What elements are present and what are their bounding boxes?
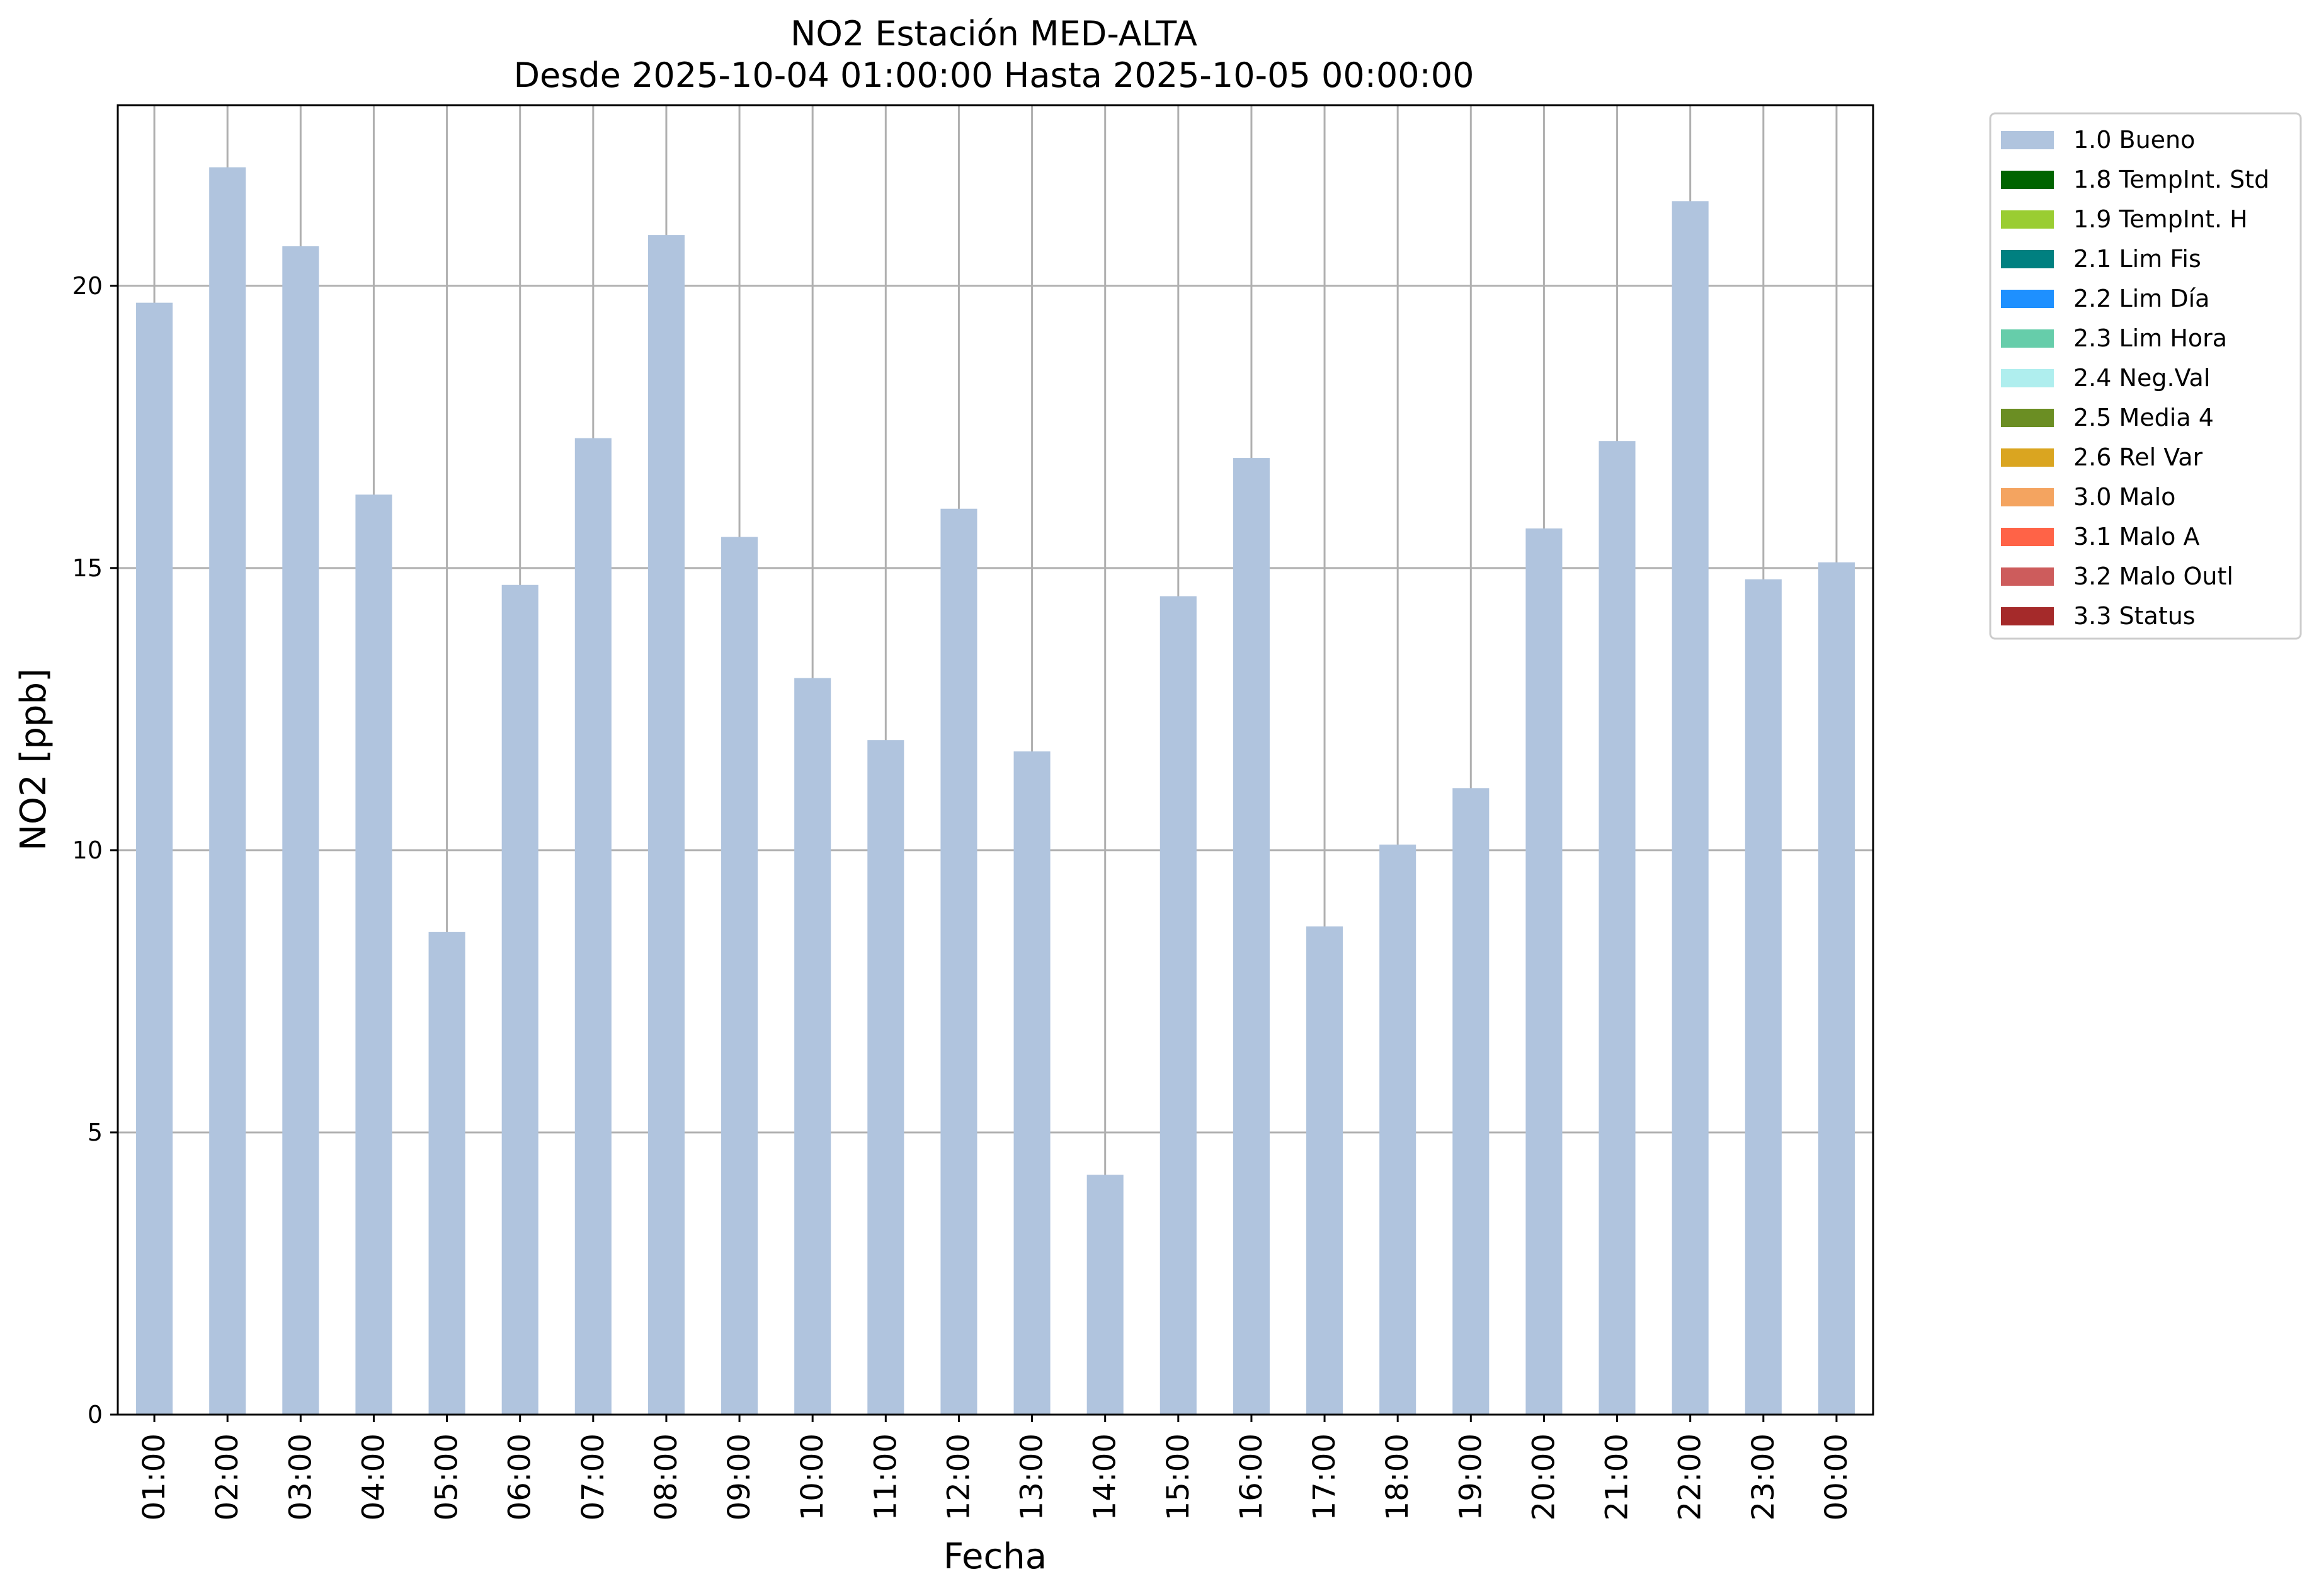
x-tick-label: 05:00 bbox=[430, 1434, 465, 1520]
x-tick-label: 12:00 bbox=[941, 1434, 976, 1520]
y-tick-label: 10 bbox=[72, 836, 103, 864]
bar-0400 bbox=[355, 494, 392, 1415]
x-tick-label: 21:00 bbox=[1600, 1434, 1635, 1520]
x-tick-label: 01:00 bbox=[137, 1434, 172, 1520]
y-axis-label: NO2 [ppb] bbox=[13, 668, 54, 851]
legend-label: 2.1 Lim Fis bbox=[2073, 245, 2201, 273]
legend: 1.0 Bueno 1.8 TempInt. Std 1.9 TempInt. H 2… bbox=[1989, 112, 2302, 640]
legend-label: 3.0 Malo bbox=[2073, 483, 2175, 511]
bar-1400 bbox=[1086, 1175, 1124, 1415]
x-tick-label: 02:00 bbox=[210, 1434, 245, 1520]
bar-1900 bbox=[1452, 788, 1490, 1415]
y-axis: 0 5 10 15 20 bbox=[72, 272, 118, 1428]
bar-0900 bbox=[721, 537, 758, 1415]
x-tick-label: 00:00 bbox=[1819, 1434, 1854, 1520]
legend-swatch bbox=[2001, 607, 2054, 625]
x-axis: 01:00 02:00 03:00 04:00 05:00 06:00 07:00 08:00… bbox=[137, 1415, 1854, 1520]
bar-1300 bbox=[1013, 751, 1051, 1415]
legend-swatch bbox=[2001, 488, 2054, 506]
x-tick-label: 14:00 bbox=[1088, 1434, 1123, 1520]
bar-1000 bbox=[794, 678, 831, 1415]
legend-swatch bbox=[2001, 210, 2054, 229]
x-tick-label: 15:00 bbox=[1161, 1434, 1196, 1520]
x-tick-label: 17:00 bbox=[1307, 1434, 1342, 1520]
chart-title: NO2 Estación MED-ALTA bbox=[790, 14, 1197, 54]
y-tick-label: 20 bbox=[72, 272, 103, 300]
legend-swatch bbox=[2001, 528, 2054, 546]
x-tick-label: 04:00 bbox=[356, 1434, 391, 1520]
bar-0300 bbox=[282, 246, 319, 1415]
bar-0100 bbox=[136, 302, 173, 1415]
bar-0000 bbox=[1818, 562, 1855, 1415]
bar-2100 bbox=[1598, 441, 1636, 1415]
x-tick-label: 08:00 bbox=[649, 1434, 684, 1520]
legend-label: 3.1 Malo A bbox=[2073, 523, 2199, 550]
bar-0600 bbox=[501, 584, 538, 1415]
bar-1800 bbox=[1379, 844, 1416, 1415]
x-tick-label: 07:00 bbox=[576, 1434, 611, 1520]
legend-label: 1.0 Bueno bbox=[2073, 126, 2195, 154]
bar-2000 bbox=[1525, 528, 1563, 1415]
legend-label: 2.4 Neg.Val bbox=[2073, 364, 2210, 392]
legend-label: 1.8 TempInt. Std bbox=[2073, 166, 2269, 193]
legend-frame bbox=[1989, 112, 2302, 640]
plot-area-frame bbox=[117, 104, 1874, 1416]
bar-0800 bbox=[647, 235, 685, 1415]
legend-swatch bbox=[2001, 409, 2054, 427]
x-tick-label: 22:00 bbox=[1673, 1434, 1708, 1520]
legend-swatch bbox=[2001, 171, 2054, 189]
bar-1100 bbox=[867, 740, 904, 1415]
bar-1200 bbox=[940, 508, 977, 1415]
bar-2200 bbox=[1672, 201, 1709, 1415]
legend-label: 2.3 Lim Hora bbox=[2073, 324, 2227, 352]
chart-subtitle: Desde 2025-10-04 01:00:00 Hasta 2025-10-… bbox=[513, 55, 1474, 95]
legend-label: 3.2 Malo Outl bbox=[2073, 562, 2233, 590]
legend-label: 2.6 Rel Var bbox=[2073, 443, 2203, 471]
x-tick-label: 11:00 bbox=[868, 1434, 903, 1520]
x-tick-label: 19:00 bbox=[1453, 1434, 1488, 1520]
bar-1700 bbox=[1306, 926, 1343, 1415]
x-tick-label: 10:00 bbox=[795, 1434, 830, 1520]
bar-2300 bbox=[1745, 579, 1782, 1415]
y-tick-label: 15 bbox=[72, 554, 103, 582]
x-tick-label: 09:00 bbox=[722, 1434, 757, 1520]
legend-label: 3.3 Status bbox=[2073, 602, 2196, 630]
x-tick-label: 06:00 bbox=[503, 1434, 538, 1520]
x-tick-label: 20:00 bbox=[1526, 1434, 1561, 1520]
x-tick-label: 16:00 bbox=[1234, 1434, 1269, 1520]
x-tick-label: 23:00 bbox=[1746, 1434, 1781, 1520]
legend-swatch bbox=[2001, 329, 2054, 348]
bar-1500 bbox=[1160, 596, 1197, 1415]
x-axis-label: Fecha bbox=[943, 1536, 1047, 1577]
legend-swatch bbox=[2001, 131, 2054, 149]
bar-1600 bbox=[1233, 458, 1270, 1415]
legend-swatch bbox=[2001, 290, 2054, 308]
bar-series-bueno bbox=[136, 167, 1855, 1415]
x-tick-label: 13:00 bbox=[1015, 1434, 1050, 1520]
x-tick-label: 18:00 bbox=[1380, 1434, 1415, 1520]
bar-0500 bbox=[428, 932, 465, 1415]
x-tick-label: 03:00 bbox=[283, 1434, 318, 1520]
bar-0700 bbox=[574, 438, 612, 1415]
legend-swatch bbox=[2001, 250, 2054, 268]
legend-label: 2.2 Lim Día bbox=[2073, 285, 2209, 312]
legend-label: 2.5 Media 4 bbox=[2073, 404, 2214, 431]
bar-0200 bbox=[209, 167, 246, 1415]
y-tick-label: 0 bbox=[88, 1401, 103, 1428]
legend-swatch bbox=[2001, 369, 2054, 387]
legend-swatch bbox=[2001, 567, 2054, 586]
y-tick-label: 5 bbox=[88, 1119, 103, 1146]
legend-swatch bbox=[2001, 448, 2054, 467]
legend-label: 1.9 TempInt. H bbox=[2073, 205, 2248, 233]
